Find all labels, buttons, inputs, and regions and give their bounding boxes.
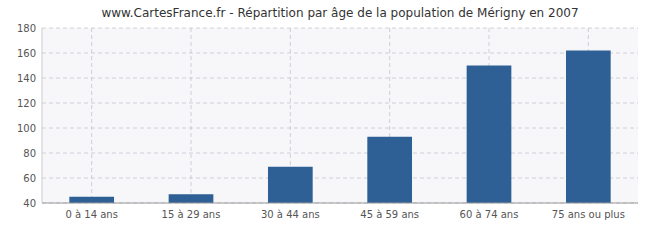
tick-label: 30 à 44 ans bbox=[261, 209, 320, 220]
grid-line bbox=[91, 28, 92, 203]
grid-line bbox=[42, 153, 638, 154]
chart: www.CartesFrance.fr - Répartition par âg… bbox=[0, 0, 650, 229]
bar bbox=[69, 197, 114, 203]
grid-line bbox=[42, 128, 638, 129]
grid-line bbox=[42, 53, 638, 54]
bar bbox=[566, 51, 611, 204]
tick-label: 15 à 29 ans bbox=[162, 209, 221, 220]
bar bbox=[467, 66, 512, 204]
bars bbox=[69, 51, 610, 204]
axis-line bbox=[42, 28, 43, 203]
y-axis: 40 60 80 100 120 140 160 180 bbox=[17, 23, 36, 209]
grid-line bbox=[191, 28, 192, 203]
plot-area bbox=[42, 28, 638, 203]
grid-line bbox=[42, 203, 638, 204]
tick-label: 160 bbox=[17, 48, 36, 59]
grid bbox=[42, 28, 638, 203]
title: www.CartesFrance.fr - Répartition par âg… bbox=[101, 6, 578, 20]
tick-label: 45 à 59 ans bbox=[360, 209, 419, 220]
axis-line bbox=[42, 203, 638, 204]
tick-label: 100 bbox=[17, 123, 36, 134]
grid-line bbox=[42, 78, 638, 79]
x-axis: 0 à 14 ans 15 à 29 ans 30 à 44 ans 45 à 59 … bbox=[42, 28, 638, 220]
tick-label: 60 bbox=[23, 173, 36, 184]
bar bbox=[367, 137, 412, 203]
grid-line bbox=[42, 178, 638, 179]
grid-line bbox=[42, 28, 638, 29]
tick-label: 80 bbox=[23, 148, 36, 159]
tick-label: 40 bbox=[23, 198, 36, 209]
tick-label: 75 ans ou plus bbox=[552, 209, 625, 220]
tick-label: 60 à 74 ans bbox=[460, 209, 519, 220]
tick-label: 180 bbox=[17, 23, 36, 34]
bar bbox=[169, 194, 214, 203]
bar bbox=[268, 167, 313, 203]
tick-label: 120 bbox=[17, 98, 36, 109]
tick-label: 140 bbox=[17, 73, 36, 84]
tick-label: 0 à 14 ans bbox=[65, 209, 117, 220]
grid-line bbox=[42, 103, 638, 104]
